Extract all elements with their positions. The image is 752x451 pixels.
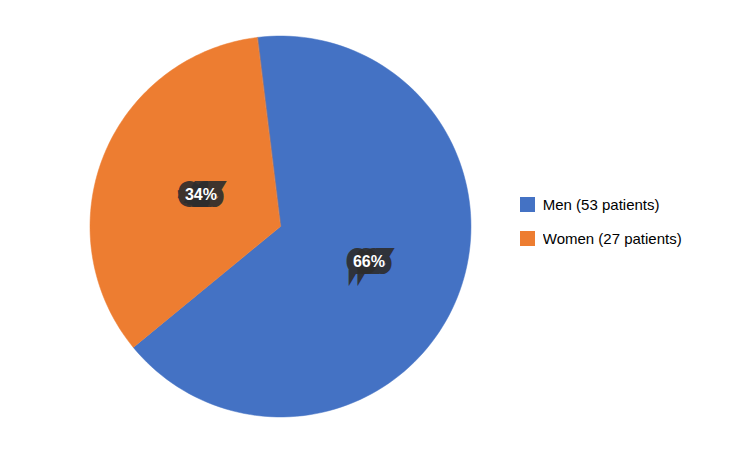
html-text:Women (27 patients): Women (27 patients) [542, 229, 682, 247]
svg-text:66%: 66% [353, 252, 385, 269]
svg-text:34%: 34% [185, 185, 217, 202]
html-text:Men (53 patients): Men (53 patients) [542, 195, 660, 213]
